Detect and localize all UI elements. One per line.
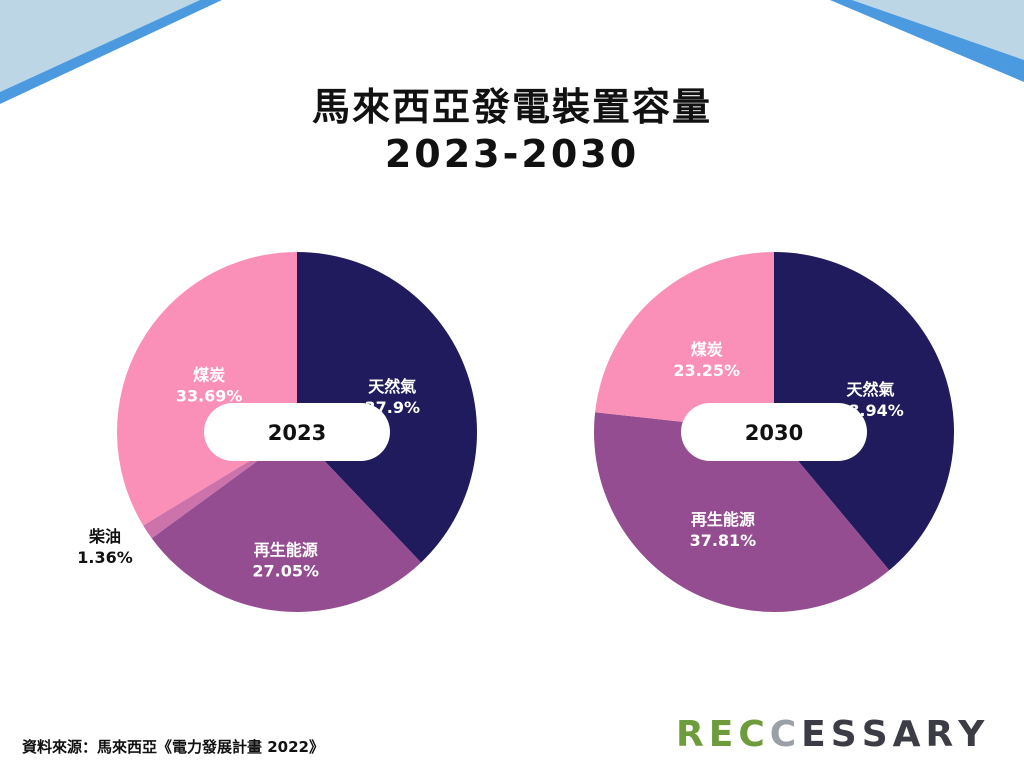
- logo-letter: A: [892, 714, 926, 755]
- logo-letter: R: [925, 714, 959, 755]
- slice-label: 再生能源: [691, 510, 755, 529]
- slice-label: 再生能源: [254, 540, 318, 559]
- slice-value: 37.9%: [365, 398, 421, 417]
- center-label: 2023: [268, 421, 326, 445]
- logo-letter: C: [769, 714, 802, 755]
- pie-chart-2030: 2030 天然氣 38.94% 再生能源 37.81% 煤炭 23.25%: [594, 252, 955, 612]
- chart-subtitle: 2023-2030: [384, 132, 640, 176]
- slice-label: 天然氣: [368, 377, 416, 396]
- corner-top-left-dark: [0, 0, 222, 104]
- slice-value: 38.94%: [837, 401, 904, 420]
- source-note: 資料來源：馬來西亞《電力發展計畫 2022》: [22, 738, 324, 756]
- slice-value: 27.05%: [252, 561, 319, 580]
- corner-top-right-dark: [830, 0, 1024, 82]
- slice-label: 煤炭: [691, 340, 723, 359]
- slice-label: 柴油: [88, 527, 121, 546]
- slice-value: 23.25%: [673, 361, 740, 380]
- center-label-pill: [681, 403, 867, 461]
- pie-chart-2023: 2023 天然氣 37.9% 再生能源 27.05% 柴油 1.36% 煤炭 33.69%: [77, 252, 478, 613]
- pie-slice-煤炭: [595, 252, 774, 432]
- center-label-pill: [204, 403, 390, 461]
- slice-label: 煤炭: [193, 366, 225, 385]
- pie-slice-天然氣: [297, 252, 478, 563]
- logo-letter: C: [738, 714, 770, 755]
- center-label: 2030: [745, 421, 803, 445]
- slice-value: 37.81%: [690, 531, 757, 550]
- reccessary-logo: RECCESSARY: [676, 714, 989, 755]
- pie-slice-再生能源: [594, 412, 890, 612]
- logo-letter: E: [708, 714, 739, 755]
- logo-letter: S: [861, 714, 893, 755]
- slice-label: 天然氣: [846, 380, 894, 399]
- chart-title: 馬來西亞發電裝置容量: [311, 85, 712, 129]
- logo-letter: E: [801, 714, 831, 755]
- logo-letter: R: [676, 714, 709, 755]
- logo-letter: S: [830, 714, 862, 755]
- pie-slice-天然氣: [774, 252, 955, 571]
- slice-value: 33.69%: [176, 387, 243, 406]
- pie-slice-再生能源: [151, 432, 422, 613]
- slice-value: 1.36%: [77, 548, 133, 567]
- logo-letter: Y: [958, 714, 990, 755]
